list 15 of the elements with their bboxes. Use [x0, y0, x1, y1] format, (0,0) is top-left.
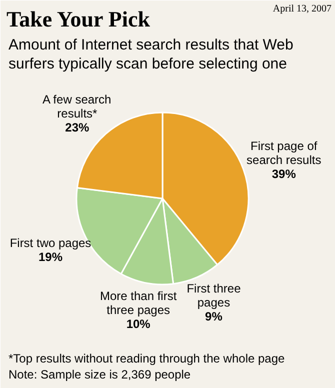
- data-label: 10%: [126, 317, 151, 332]
- chart-title: Take Your Pick: [6, 6, 151, 32]
- text: Note: Sample size is 2,369 people: [8, 368, 191, 382]
- text: *Top results without reading through the whole page: [8, 352, 286, 366]
- data-label: 9%: [205, 310, 223, 324]
- data-label: 39%: [272, 167, 296, 182]
- slice-label: First three pages: [186, 282, 242, 310]
- chart-subtitle: Amount of Internet search results that Web surfers typically scan before selecting one: [8, 36, 294, 72]
- data-label: 19%: [38, 250, 63, 264]
- data-label: 23%: [65, 120, 90, 134]
- slice-label: First two pages: [10, 236, 92, 250]
- slice-label: First page of search results: [246, 139, 322, 168]
- text: April 13, 2007: [272, 4, 332, 14]
- slice-label: More than first three pages: [100, 289, 178, 318]
- slice-label: A few search results*: [42, 92, 112, 120]
